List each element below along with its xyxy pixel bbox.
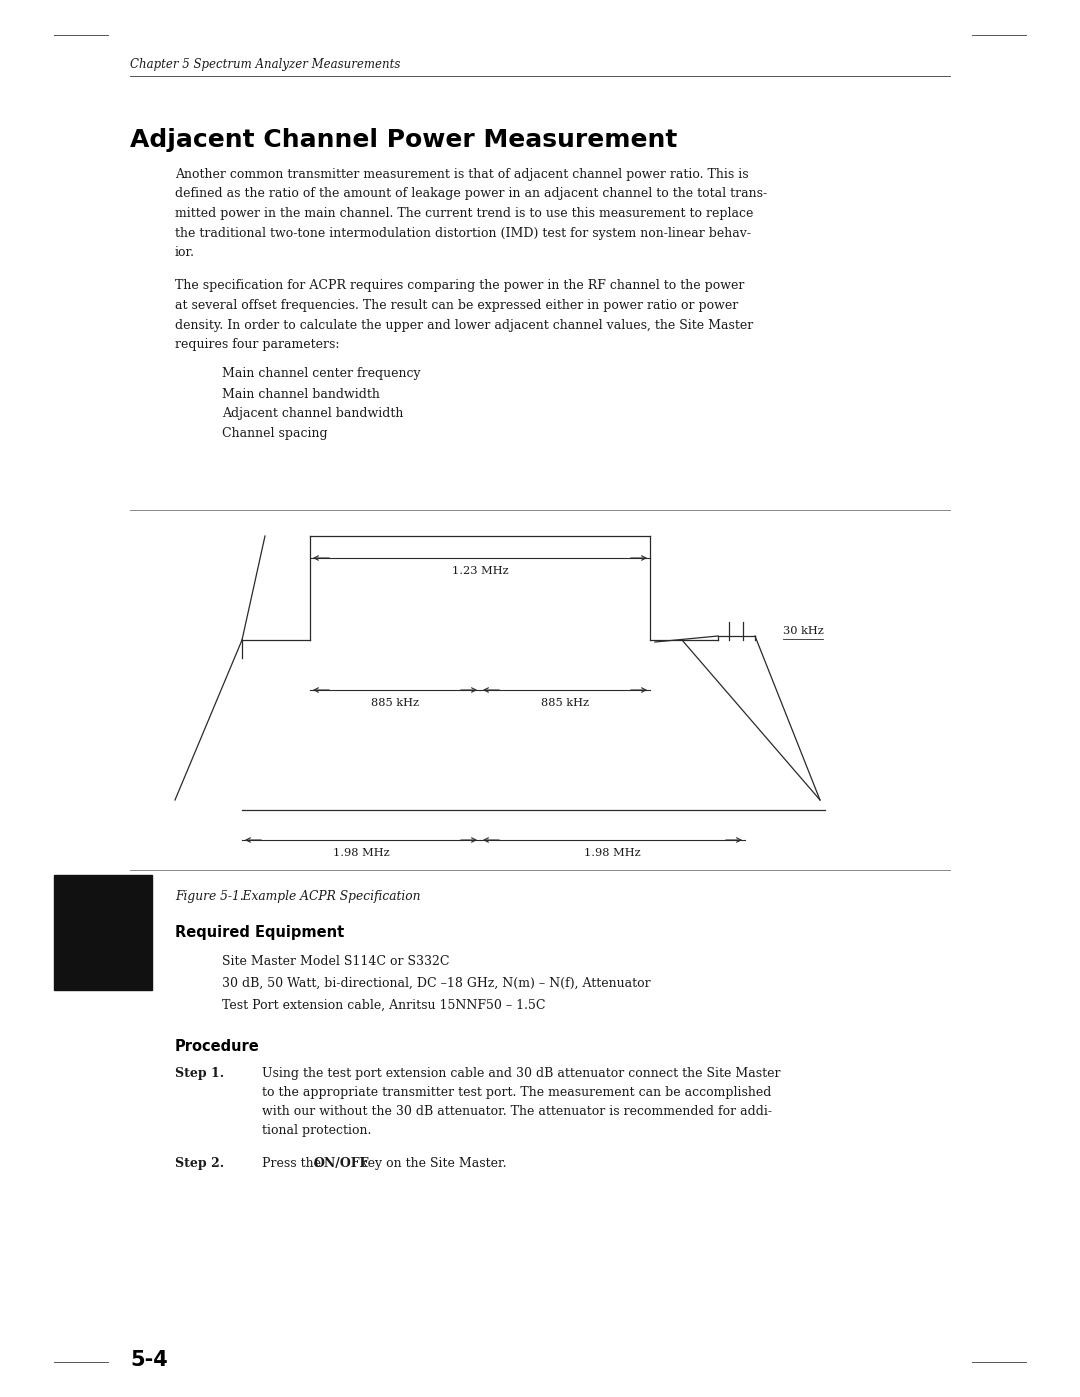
Bar [54, 875, 152, 990]
Text: to the appropriate transmitter test port. The measurement can be accomplished: to the appropriate transmitter test port… [262, 1085, 771, 1099]
Text: 1.23 MHz: 1.23 MHz [451, 566, 509, 576]
Text: 885 kHz: 885 kHz [541, 698, 589, 708]
Text: Step 2.: Step 2. [175, 1157, 225, 1171]
Text: 30 kHz: 30 kHz [783, 626, 824, 636]
Text: Using the test port extension cable and 30 dB attenuator connect the Site Master: Using the test port extension cable and … [262, 1067, 781, 1080]
Text: defined as the ratio of the amount of leakage power in an adjacent channel to th: defined as the ratio of the amount of le… [175, 187, 767, 201]
Text: Example ACPR Specification: Example ACPR Specification [227, 890, 420, 902]
Text: 885 kHz: 885 kHz [372, 698, 419, 708]
Text: Another common transmitter measurement is that of adjacent channel power ratio. : Another common transmitter measurement i… [175, 168, 748, 182]
Text: with our without the 30 dB attenuator. The attenuator is recommended for addi-: with our without the 30 dB attenuator. T… [262, 1105, 772, 1118]
Text: the traditional two-tone intermodulation distortion (IMD) test for system non-li: the traditional two-tone intermodulation… [175, 226, 751, 239]
Text: 1.98 MHz: 1.98 MHz [584, 848, 640, 858]
Text: 30 dB, 50 Watt, bi-directional, DC –18 GHz, N(m) – N(f), Attenuator: 30 dB, 50 Watt, bi-directional, DC –18 G… [222, 977, 650, 990]
Text: Procedure: Procedure [175, 1039, 260, 1053]
Text: Adjacent Channel Power Measurement: Adjacent Channel Power Measurement [130, 129, 677, 152]
Text: Chapter 5 Spectrum Analyzer Measurements: Chapter 5 Spectrum Analyzer Measurements [130, 59, 401, 71]
Text: Figure 5-1.: Figure 5-1. [175, 890, 244, 902]
Text: Main channel center frequency: Main channel center frequency [222, 367, 420, 380]
Text: Step 1.: Step 1. [175, 1067, 225, 1080]
Text: 1.98 MHz: 1.98 MHz [333, 848, 389, 858]
Text: The specification for ACPR requires comparing the power in the RF channel to the: The specification for ACPR requires comp… [175, 279, 744, 292]
Text: Adjacent channel bandwidth: Adjacent channel bandwidth [222, 408, 403, 420]
Text: tional protection.: tional protection. [262, 1125, 372, 1137]
Text: Test Port extension cable, Anritsu 15NNF50 – 1.5C: Test Port extension cable, Anritsu 15NNF… [222, 999, 545, 1011]
Text: Site Master Model S114C or S332C: Site Master Model S114C or S332C [222, 956, 449, 968]
Text: ON/OFF: ON/OFF [314, 1157, 369, 1171]
Text: at several offset frequencies. The result can be expressed either in power ratio: at several offset frequencies. The resul… [175, 299, 739, 312]
Text: Press the: Press the [262, 1157, 325, 1171]
Text: mitted power in the main channel. The current trend is to use this measurement t: mitted power in the main channel. The cu… [175, 207, 754, 219]
Text: 5-4: 5-4 [130, 1350, 167, 1370]
Text: density. In order to calculate the upper and lower adjacent channel values, the : density. In order to calculate the upper… [175, 319, 753, 331]
Text: key on the Site Master.: key on the Site Master. [356, 1157, 507, 1171]
Text: ior.: ior. [175, 246, 195, 258]
Text: requires four parameters:: requires four parameters: [175, 338, 339, 351]
Text: Channel spacing: Channel spacing [222, 427, 327, 440]
Text: Required Equipment: Required Equipment [175, 925, 345, 940]
Text: Main channel bandwidth: Main channel bandwidth [222, 387, 380, 401]
